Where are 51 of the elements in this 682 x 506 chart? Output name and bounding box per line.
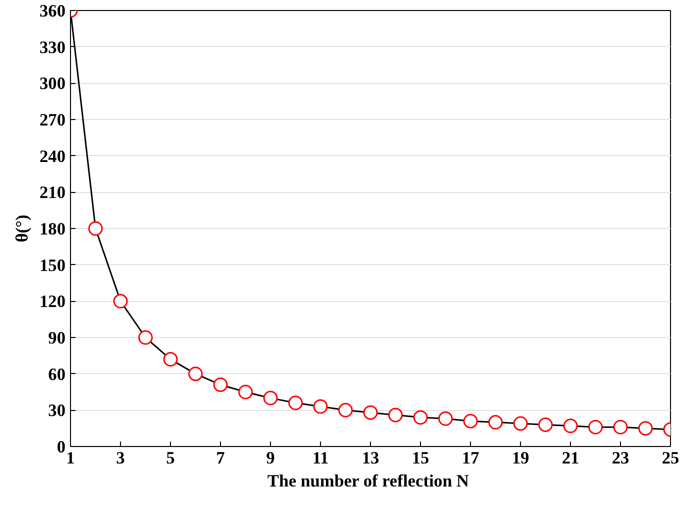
point: [338, 402, 353, 418]
y-tick-label: 150: [40, 256, 66, 275]
y-tick-label: 210: [40, 183, 66, 202]
x-tick-label: 23: [612, 448, 630, 468]
point: [588, 420, 603, 434]
point: [563, 418, 578, 434]
y-axis-title: θ(°): [12, 214, 32, 242]
point: [288, 396, 303, 410]
x-tick-label: 15: [412, 448, 430, 468]
point: [263, 390, 278, 406]
point: [413, 410, 428, 425]
point: [613, 420, 628, 434]
y-tick-label: 30: [48, 401, 66, 420]
y-tick-label: 180: [40, 220, 66, 238]
point: [113, 294, 128, 308]
point: [638, 421, 653, 436]
y-tick-label: 300: [40, 74, 66, 94]
y-tick-label: 270: [40, 110, 66, 130]
point: [213, 377, 228, 392]
x-tick-label: 21: [562, 448, 580, 468]
x-tick-label: 13: [362, 448, 380, 468]
point: [388, 408, 403, 422]
y-tick-label: 120: [40, 292, 66, 312]
point: [313, 399, 328, 414]
point: [488, 415, 503, 430]
x-tick-label: 3: [116, 448, 126, 468]
x-axis-title: The number of reflection N: [267, 472, 470, 490]
point: [88, 221, 103, 236]
y-tick-label: 90: [48, 328, 66, 348]
point: [163, 352, 178, 367]
x-tick-label: 25: [662, 448, 680, 468]
y-tick-label: 0: [56, 438, 66, 456]
point: [463, 414, 478, 428]
x-tick-label: 19: [512, 448, 530, 468]
x-tick-label: 17: [462, 448, 480, 468]
y-tick-label: 360: [40, 2, 66, 20]
x-tick-label: 9: [266, 448, 276, 468]
point: [538, 417, 553, 432]
point: [238, 384, 253, 400]
point: [513, 416, 528, 431]
y-tick-label: 330: [40, 38, 66, 57]
y-tick-label: 60: [48, 364, 66, 384]
point: [138, 330, 153, 345]
point: [363, 405, 378, 420]
point: [188, 366, 203, 382]
x-tick-label: 1: [66, 448, 75, 468]
x-tick-label: 11: [312, 448, 329, 468]
point: [438, 411, 453, 426]
x-tick-label: 5: [166, 448, 176, 468]
y-tick-label: 240: [40, 146, 66, 166]
x-tick-label: 7: [216, 448, 226, 468]
